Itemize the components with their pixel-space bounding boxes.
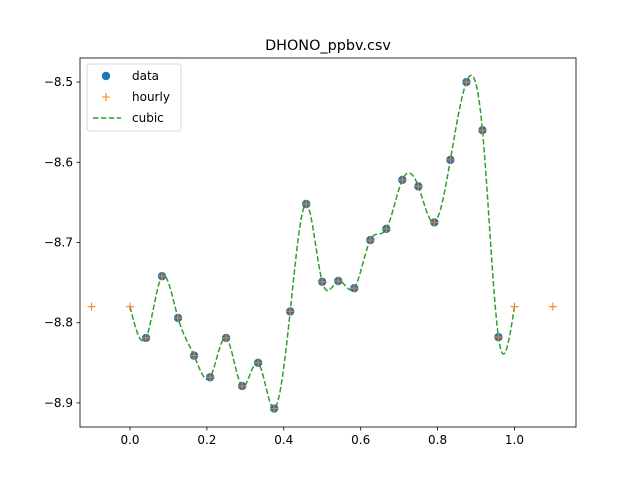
hourly-point <box>494 333 503 342</box>
hourly-point <box>206 373 215 382</box>
hourly-point <box>254 358 263 367</box>
hourly-point <box>142 333 151 342</box>
hourly-point <box>366 236 375 245</box>
hourly-point <box>158 272 167 281</box>
hourly-point <box>270 404 279 413</box>
hourly-point <box>174 313 183 322</box>
hourly-point <box>125 302 134 311</box>
hourly-point <box>478 126 487 135</box>
legend-box <box>86 63 182 132</box>
y-tick-label: −8.7 <box>44 236 73 250</box>
y-axis: −8.9 −8.8 −8.7 −8.6 −8.5 <box>44 75 80 410</box>
legend-label: data <box>132 69 159 83</box>
x-tick-label: 1.0 <box>505 433 524 447</box>
hourly-point <box>334 277 343 286</box>
y-tick-label: −8.8 <box>44 316 73 330</box>
x-axis: 0.0 0.2 0.4 0.6 0.8 1.0 <box>120 427 524 447</box>
legend-label: cubic <box>132 111 164 125</box>
hourly-series-layer <box>87 78 557 413</box>
x-tick-label: 0.2 <box>197 433 216 447</box>
hourly-point <box>286 307 295 316</box>
hourly-point <box>238 382 247 391</box>
hourly-point <box>446 155 455 164</box>
legend-hourly-marker <box>102 93 110 101</box>
hourly-point <box>87 302 96 311</box>
hourly-point <box>430 218 439 227</box>
legend-data-marker <box>101 71 111 81</box>
x-tick-label: 0.4 <box>274 433 293 447</box>
hourly-point <box>350 284 359 293</box>
x-tick-label: 0.0 <box>120 433 139 447</box>
y-tick-label: −8.5 <box>44 75 73 89</box>
hourly-point <box>222 333 231 342</box>
hourly-point <box>382 224 391 233</box>
hourly-point <box>510 302 519 311</box>
hourly-point <box>462 78 471 87</box>
y-tick-label: −8.9 <box>44 396 73 410</box>
x-tick-label: 0.8 <box>428 433 447 447</box>
hourly-point <box>190 351 199 360</box>
hourly-point <box>548 302 557 311</box>
y-tick-label: −8.6 <box>44 155 73 169</box>
legend: data hourly cubic <box>86 63 182 132</box>
hourly-point <box>318 277 327 286</box>
hourly-point <box>414 182 423 191</box>
x-tick-label: 0.6 <box>351 433 370 447</box>
legend-label: hourly <box>132 90 170 104</box>
hourly-point <box>302 199 311 208</box>
chart-title: DHONO_ppbv.csv <box>265 38 391 54</box>
hourly-point <box>398 175 407 184</box>
